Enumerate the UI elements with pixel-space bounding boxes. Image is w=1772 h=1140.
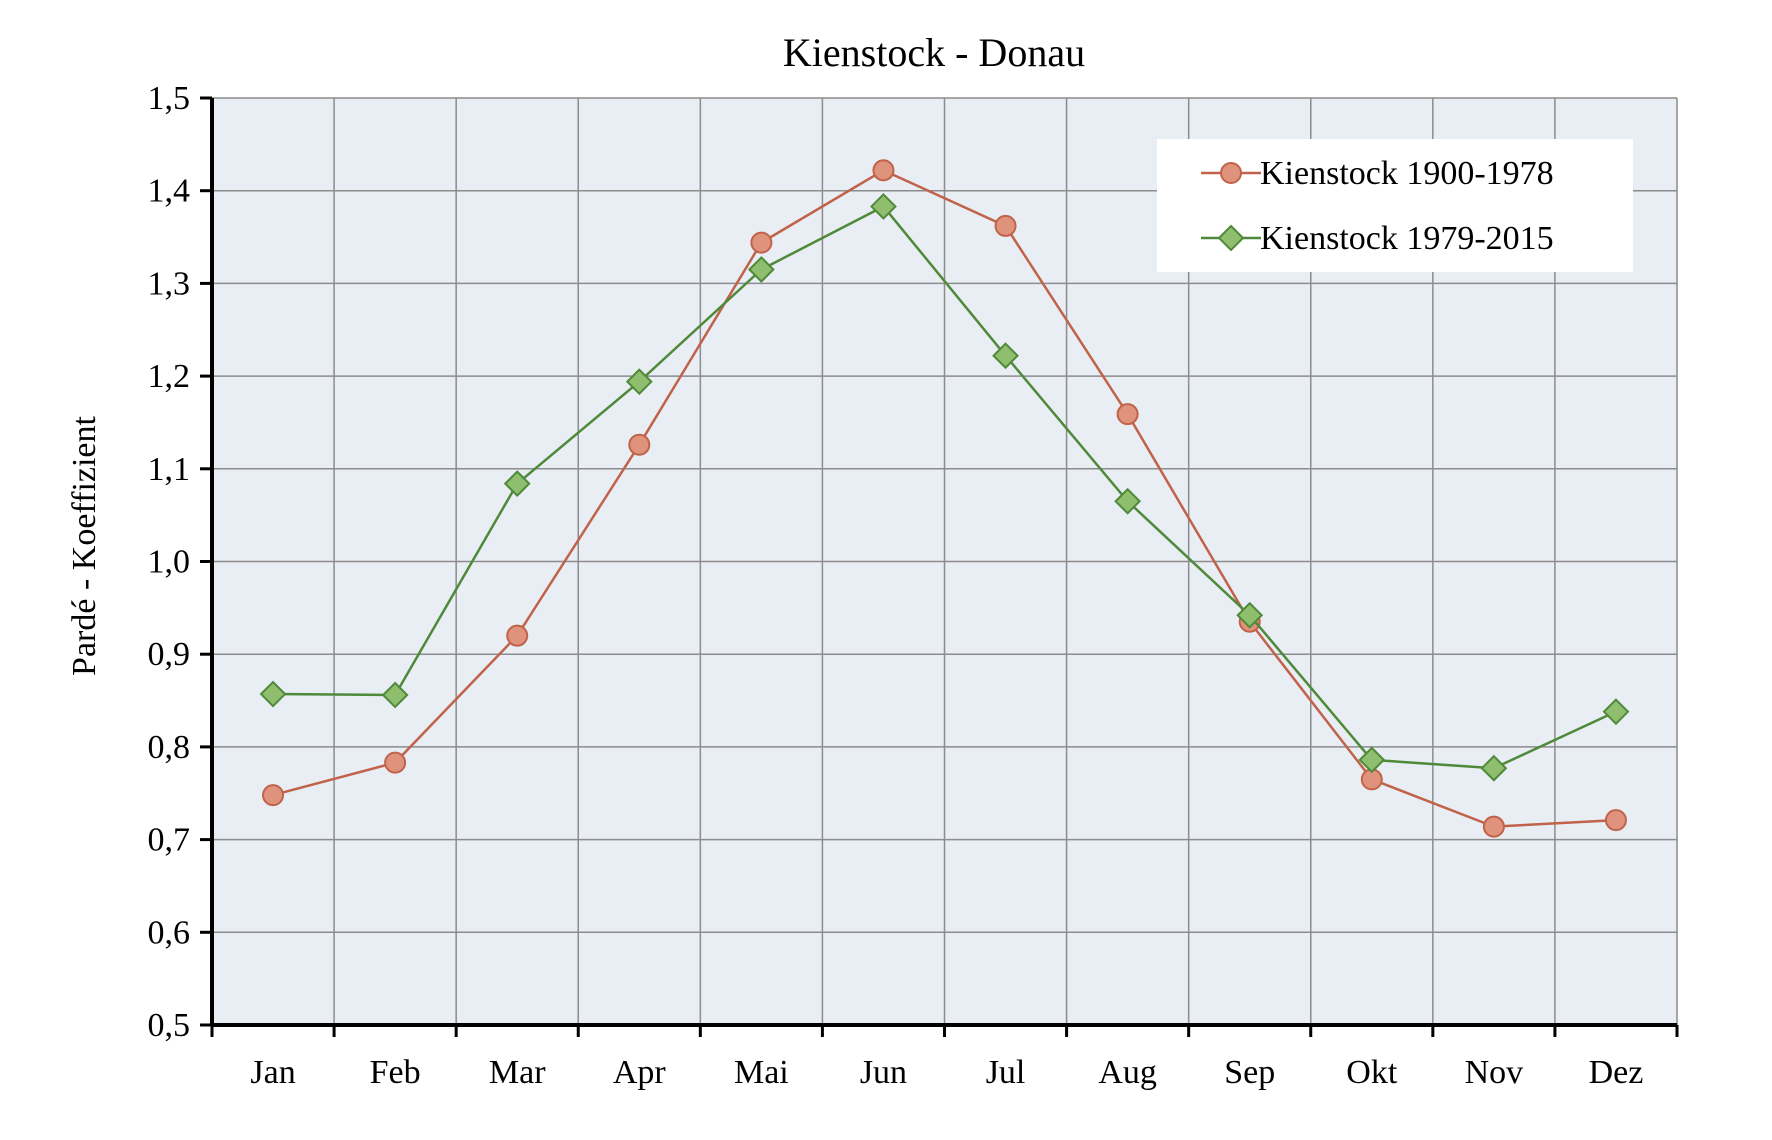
data-point-series-2 [1236, 601, 1264, 629]
data-point-series-1 [750, 231, 773, 254]
x-tick-label: Mai [734, 1054, 789, 1091]
legend-label-2: Kienstock 1979-2015 [1260, 220, 1554, 257]
x-tick-label: Jul [986, 1054, 1026, 1091]
x-tick-label: Aug [1098, 1054, 1157, 1091]
data-point-series-2 [1114, 487, 1142, 515]
data-point-series-1 [1604, 809, 1627, 832]
y-tick-label: 0,9 [148, 636, 191, 673]
data-point-series-2 [992, 342, 1019, 370]
y-tick-label: 1,5 [148, 80, 191, 117]
y-tick-label: 1,1 [148, 451, 191, 488]
y-tick-label: 0,5 [148, 1007, 191, 1044]
legend-label-1: Kienstock 1900-1978 [1260, 155, 1554, 192]
data-point-series-2 [503, 470, 531, 498]
data-point-series-1 [1116, 403, 1139, 426]
data-point-series-1 [872, 159, 895, 182]
y-tick-label: 0,8 [148, 729, 191, 766]
series-line-2 [273, 204, 1617, 770]
data-point-series-1 [628, 433, 651, 456]
data-point-series-1 [1482, 815, 1505, 838]
y-tick-label: 1,4 [148, 173, 191, 210]
y-axis-label: Pardé - Koeffizient [66, 415, 103, 675]
data-point-series-2 [1480, 754, 1508, 782]
legend-marker-1 [1220, 162, 1242, 184]
x-tick-label: Feb [370, 1054, 421, 1091]
legend-marker-2 [1217, 224, 1245, 252]
x-tick-label: Apr [613, 1054, 667, 1091]
data-point-series-1 [506, 624, 529, 647]
x-tick-label: Dez [1589, 1054, 1644, 1091]
y-tick-label: 0,6 [148, 914, 191, 951]
x-tick-label: Okt [1346, 1054, 1398, 1091]
data-point-series-1 [384, 751, 407, 774]
data-point-series-2 [747, 256, 775, 283]
x-tick-label: Mar [489, 1054, 546, 1091]
x-tick-label: Jun [860, 1054, 907, 1091]
y-tick-label: 1,3 [148, 265, 191, 302]
x-tick-label: Nov [1465, 1054, 1524, 1091]
series-line-1 [272, 168, 1617, 828]
x-tick-label: Jan [250, 1054, 295, 1091]
x-tick-label: Sep [1224, 1054, 1275, 1091]
data-point-series-2 [625, 368, 653, 396]
legend-box [1157, 139, 1633, 272]
y-tick-label: 1,0 [148, 544, 191, 581]
data-point-series-2 [381, 681, 409, 709]
data-point-series-2 [1358, 746, 1386, 774]
data-point-series-2 [259, 680, 287, 708]
data-point-series-2 [870, 193, 897, 220]
y-tick-label: 0,7 [148, 822, 191, 859]
data-point-series-1 [994, 214, 1017, 237]
data-point-series-2 [1602, 698, 1630, 726]
data-point-series-1 [262, 784, 285, 807]
y-tick-label: 1,2 [148, 358, 191, 395]
chart-title: Kienstock - Donau [783, 30, 1085, 75]
